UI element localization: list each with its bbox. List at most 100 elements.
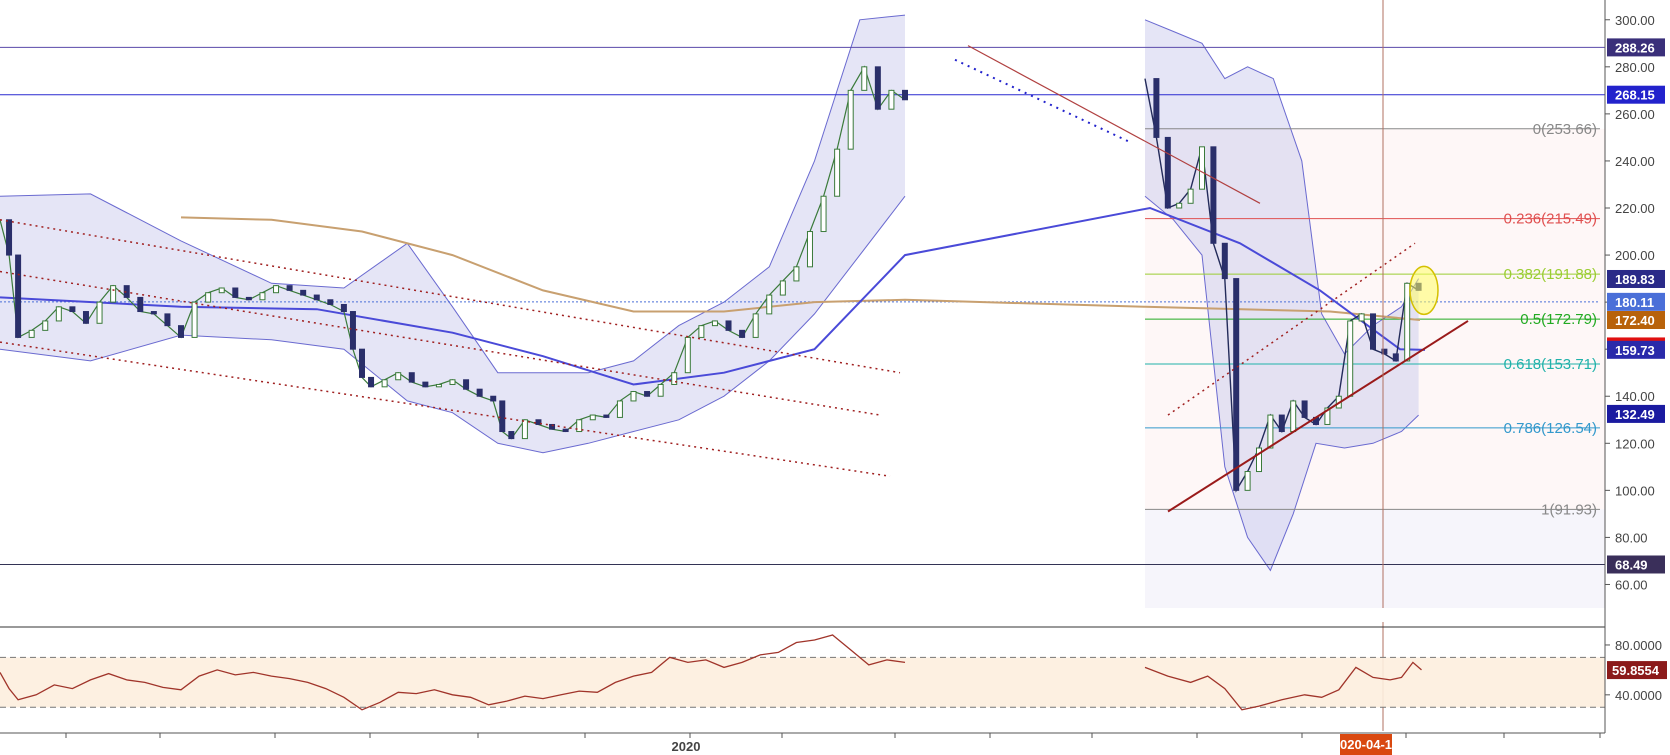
candle bbox=[82, 311, 89, 324]
candle bbox=[327, 299, 334, 305]
channel-lower-line bbox=[0, 341, 891, 477]
candle bbox=[671, 372, 678, 385]
price-axis-label: 240.00 bbox=[1615, 154, 1655, 169]
candle bbox=[245, 296, 252, 301]
candle bbox=[463, 379, 470, 390]
candle bbox=[521, 419, 528, 440]
rsi-axis-label: 40.0000 bbox=[1615, 688, 1662, 703]
candle bbox=[1347, 320, 1354, 397]
candle bbox=[684, 336, 691, 374]
resistance-trendline bbox=[967, 45, 1261, 204]
candle bbox=[490, 395, 497, 402]
time-axis: 2020 2020-04-13 bbox=[672, 734, 1400, 755]
candle bbox=[191, 301, 198, 338]
candle bbox=[549, 423, 556, 430]
price-badge bbox=[1607, 269, 1665, 288]
fib-level-label: 0.5(172.79) bbox=[1520, 311, 1597, 328]
fib-level-label: 0.236(215.49) bbox=[1504, 211, 1597, 228]
candle bbox=[603, 414, 610, 418]
candle bbox=[1176, 202, 1183, 209]
candle bbox=[42, 320, 49, 331]
time-axis-label-2020: 2020 bbox=[672, 739, 701, 754]
price-badge bbox=[1607, 311, 1665, 329]
candle bbox=[739, 329, 746, 338]
candle bbox=[205, 292, 212, 303]
candle bbox=[218, 287, 225, 294]
candle bbox=[6, 219, 13, 256]
rsi-panel bbox=[0, 622, 1605, 731]
candle bbox=[752, 313, 759, 338]
candle bbox=[1256, 447, 1262, 473]
candle bbox=[150, 311, 157, 315]
candle bbox=[820, 195, 827, 233]
candle bbox=[232, 287, 239, 298]
candle bbox=[793, 266, 800, 282]
candle bbox=[630, 391, 637, 402]
candle bbox=[110, 285, 117, 303]
fib-level-label: 0(253.66) bbox=[1533, 121, 1597, 138]
fib-level-label: 0.382(191.88) bbox=[1504, 266, 1597, 283]
highlight-ellipse bbox=[1409, 265, 1439, 316]
candle bbox=[779, 280, 786, 296]
candle bbox=[28, 329, 35, 338]
marked-date-label: 2020-04-13 bbox=[1333, 737, 1400, 752]
candle bbox=[806, 231, 813, 268]
candle bbox=[766, 294, 773, 315]
fib-level-label: 0.618(153.71) bbox=[1504, 356, 1597, 373]
candle bbox=[15, 254, 22, 338]
ma200-line bbox=[180, 216, 1421, 321]
price-axis: 300.00 280.00 260.00 240.00 220.00 200.00 180.… bbox=[0, 0, 1667, 738]
candle bbox=[499, 400, 506, 433]
candle bbox=[349, 311, 356, 350]
candle bbox=[861, 66, 868, 91]
candle bbox=[1244, 471, 1251, 491]
price-badge-label: 288.26 bbox=[1615, 40, 1655, 55]
fib-lower-zone bbox=[1145, 509, 1605, 608]
price-badge-label: 268.15 bbox=[1615, 88, 1655, 103]
marked-date-badge bbox=[1340, 734, 1392, 755]
candle bbox=[589, 414, 596, 421]
candle bbox=[55, 306, 62, 322]
price-badge bbox=[1607, 85, 1665, 104]
rsi-value-badge bbox=[1607, 661, 1667, 680]
candle bbox=[422, 381, 429, 388]
candle bbox=[847, 89, 854, 150]
price-badge-label: 180.11 bbox=[1615, 295, 1654, 310]
price-badge-label: 132.49 bbox=[1615, 407, 1655, 422]
candle bbox=[381, 379, 388, 388]
candle bbox=[69, 306, 76, 313]
candle bbox=[1381, 348, 1388, 355]
candle bbox=[1324, 407, 1331, 425]
price-badge-label: 189.83 bbox=[1615, 272, 1655, 287]
candle bbox=[368, 376, 375, 388]
candle bbox=[888, 89, 895, 110]
candle bbox=[1370, 313, 1376, 350]
channel-parallel-line bbox=[1167, 242, 1416, 416]
candle bbox=[300, 289, 307, 296]
candle bbox=[178, 325, 184, 338]
fib-level-label: 0.786(126.54) bbox=[1504, 420, 1597, 437]
candle bbox=[1187, 188, 1194, 204]
price-badge-label: 172.40 bbox=[1615, 313, 1655, 328]
candle bbox=[874, 66, 881, 110]
candle bbox=[1267, 414, 1274, 449]
channel-upper-line bbox=[0, 219, 901, 374]
price-badge bbox=[1607, 404, 1665, 423]
candle bbox=[273, 285, 280, 294]
price-axis-label: 140.00 bbox=[1615, 389, 1655, 404]
candle bbox=[657, 383, 664, 397]
candle bbox=[535, 419, 542, 425]
bollinger-upper-line bbox=[0, 14, 906, 374]
candle bbox=[359, 348, 365, 378]
fib-level-label: 1(91.93) bbox=[1541, 501, 1597, 518]
candle bbox=[1210, 146, 1217, 244]
candle bbox=[286, 285, 293, 291]
candle bbox=[137, 296, 144, 313]
price-axis-label: 200.00 bbox=[1615, 248, 1655, 263]
rsi-band-fill bbox=[0, 657, 1605, 708]
price-axis-label: 60.00 bbox=[1615, 577, 1648, 592]
price-badge bbox=[1607, 555, 1665, 574]
candle bbox=[1233, 278, 1240, 491]
price-axis-label: 80.00 bbox=[1615, 530, 1648, 545]
